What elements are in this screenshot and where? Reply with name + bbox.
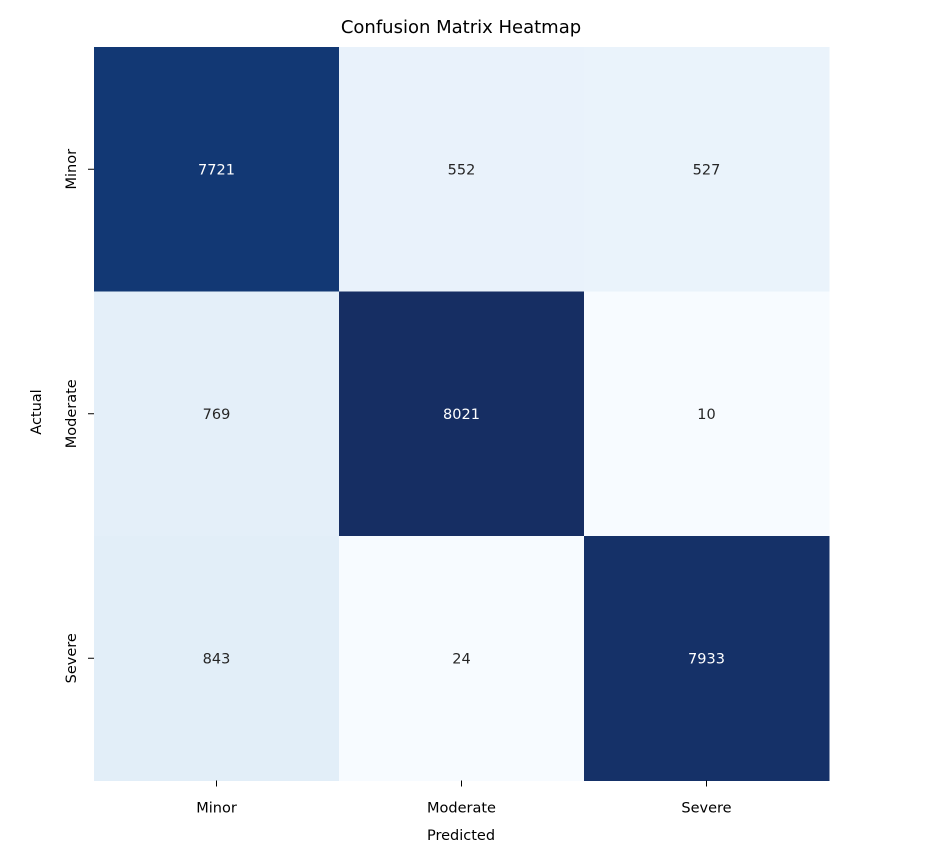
heatmap-cell-value: 769 [203, 407, 231, 423]
y-tick-label-moderate: Moderate [64, 379, 80, 448]
heatmap-cell-value: 10 [697, 407, 715, 423]
heatmap-cell-value: 843 [203, 651, 231, 667]
heatmap-cell-minor-moderate [339, 47, 585, 292]
heatmap-cell-severe-severe [584, 536, 830, 781]
heatmap-cell-minor-minor [94, 47, 340, 292]
heatmap-cell-value: 552 [448, 162, 476, 178]
y-tick-label-minor: Minor [64, 149, 80, 190]
heatmap-cell-value: 8021 [443, 407, 480, 423]
y-tick-label-severe: Severe [64, 633, 80, 683]
axis-ticks: Minor Moderate Severe Minor Moderate Severe [64, 149, 732, 817]
heatmap-cell-value: 527 [693, 162, 721, 178]
heatmap-cell-moderate-severe [584, 291, 830, 537]
heatmap-cell-value: 7721 [198, 162, 235, 178]
y-axis-label: Actual [29, 389, 45, 434]
heatmap-cell-severe-minor [94, 536, 340, 781]
heatmap-cell-minor-severe [584, 47, 830, 292]
chart-title: Confusion Matrix Heatmap [341, 17, 581, 38]
heatmap-cell-moderate-minor [94, 291, 340, 537]
heatmap-cells: 7721 552 527 769 8021 10 843 24 7933 [94, 47, 830, 781]
x-tick-label-severe: Severe [681, 801, 731, 817]
heatmap-cell-value: 7933 [688, 651, 725, 667]
x-tick-label-minor: Minor [196, 801, 237, 817]
heatmap-cell-moderate-moderate [339, 291, 585, 537]
x-axis-label: Predicted [427, 828, 495, 844]
heatmap-cell-value: 24 [452, 651, 470, 667]
heatmap-cell-severe-moderate [339, 536, 585, 781]
x-tick-label-moderate: Moderate [427, 801, 496, 817]
